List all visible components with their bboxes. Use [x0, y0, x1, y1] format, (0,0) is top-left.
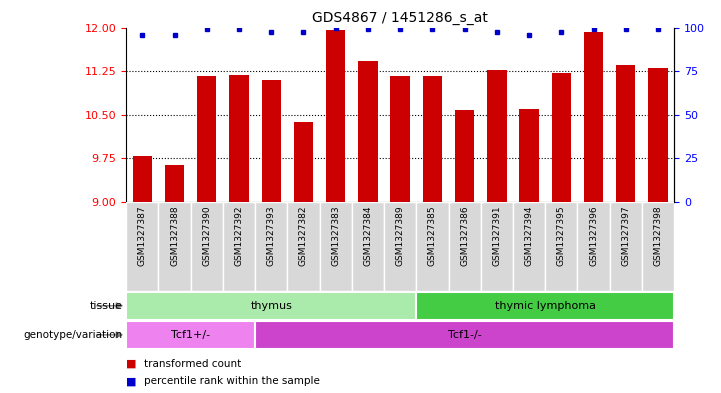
Text: GSM1327391: GSM1327391	[492, 205, 501, 266]
Text: Tcf1-/-: Tcf1-/-	[448, 330, 482, 340]
FancyBboxPatch shape	[384, 202, 416, 291]
Text: GSM1327389: GSM1327389	[396, 205, 404, 266]
FancyBboxPatch shape	[642, 202, 674, 291]
Bar	[648, 68, 668, 202]
Text: thymus: thymus	[250, 301, 292, 311]
Bar	[133, 156, 152, 202]
FancyBboxPatch shape	[319, 202, 352, 291]
FancyBboxPatch shape	[416, 292, 674, 320]
FancyBboxPatch shape	[126, 292, 416, 320]
FancyBboxPatch shape	[288, 202, 319, 291]
Bar	[423, 76, 442, 202]
Text: GSM1327392: GSM1327392	[234, 205, 244, 266]
FancyBboxPatch shape	[448, 202, 481, 291]
Text: GSM1327398: GSM1327398	[653, 205, 663, 266]
Text: GSM1327382: GSM1327382	[299, 205, 308, 266]
Text: GSM1327384: GSM1327384	[363, 205, 373, 266]
Text: Tcf1+/-: Tcf1+/-	[171, 330, 211, 340]
Bar	[616, 65, 635, 202]
Bar	[487, 70, 507, 202]
FancyBboxPatch shape	[610, 202, 642, 291]
FancyBboxPatch shape	[513, 202, 545, 291]
Text: GSM1327390: GSM1327390	[203, 205, 211, 266]
Bar	[455, 110, 474, 202]
Bar	[293, 121, 313, 202]
Title: GDS4867 / 1451286_s_at: GDS4867 / 1451286_s_at	[312, 11, 488, 25]
Text: ■: ■	[126, 358, 137, 369]
FancyBboxPatch shape	[126, 321, 255, 349]
Bar	[358, 61, 378, 202]
Text: GSM1327387: GSM1327387	[138, 205, 147, 266]
Text: GSM1327393: GSM1327393	[267, 205, 275, 266]
Bar	[552, 73, 571, 202]
Text: GSM1327388: GSM1327388	[170, 205, 179, 266]
Bar	[262, 80, 281, 202]
Bar	[326, 30, 345, 202]
Text: GSM1327397: GSM1327397	[622, 205, 630, 266]
Text: GSM1327383: GSM1327383	[331, 205, 340, 266]
FancyBboxPatch shape	[190, 202, 223, 291]
Text: genotype/variation: genotype/variation	[24, 330, 123, 340]
Text: GSM1327396: GSM1327396	[589, 205, 598, 266]
Text: transformed count: transformed count	[144, 358, 242, 369]
FancyBboxPatch shape	[481, 202, 513, 291]
FancyBboxPatch shape	[126, 202, 159, 291]
FancyBboxPatch shape	[578, 202, 610, 291]
Bar	[584, 31, 603, 202]
FancyBboxPatch shape	[545, 202, 578, 291]
FancyBboxPatch shape	[255, 321, 674, 349]
FancyBboxPatch shape	[159, 202, 190, 291]
Text: GSM1327386: GSM1327386	[460, 205, 469, 266]
Bar	[165, 165, 184, 202]
Text: GSM1327394: GSM1327394	[525, 205, 534, 266]
FancyBboxPatch shape	[223, 202, 255, 291]
FancyBboxPatch shape	[416, 202, 448, 291]
FancyBboxPatch shape	[255, 202, 288, 291]
Bar	[229, 75, 249, 202]
Text: thymic lymphoma: thymic lymphoma	[495, 301, 596, 311]
Text: GSM1327395: GSM1327395	[557, 205, 566, 266]
Bar	[197, 76, 216, 202]
Text: GSM1327385: GSM1327385	[428, 205, 437, 266]
Bar	[391, 76, 410, 202]
Text: ■: ■	[126, 376, 137, 386]
Bar	[519, 109, 539, 202]
Text: tissue: tissue	[89, 301, 123, 311]
FancyBboxPatch shape	[352, 202, 384, 291]
Text: percentile rank within the sample: percentile rank within the sample	[144, 376, 320, 386]
